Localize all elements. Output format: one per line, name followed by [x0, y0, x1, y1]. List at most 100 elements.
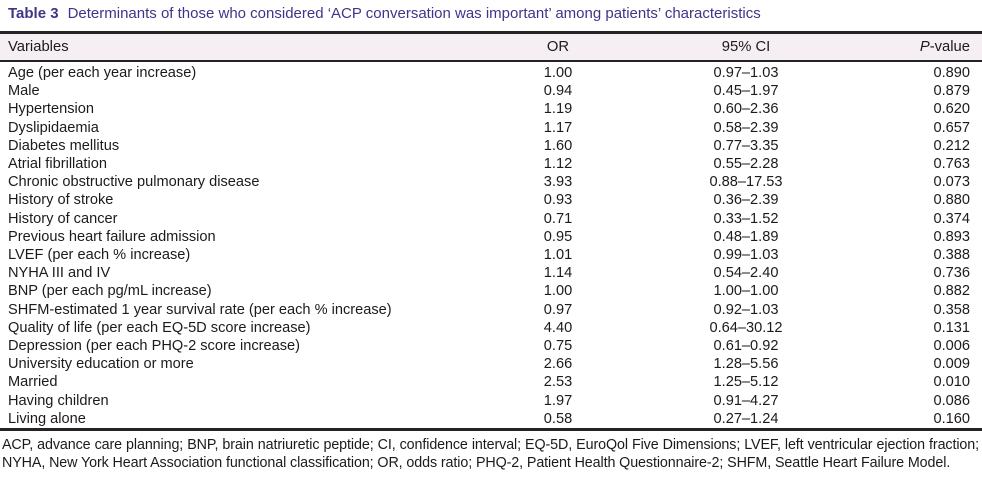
cell-pvalue: 0.736 — [933, 265, 970, 282]
cell-variable: NYHA III and IV — [8, 265, 111, 282]
cell-pvalue: 0.212 — [933, 137, 970, 154]
cell-variable: History of cancer — [8, 210, 118, 227]
cell-ci: 1.00–1.00 — [713, 283, 779, 300]
cell-or: 1.01 — [543, 247, 573, 264]
cell-or: 0.95 — [543, 228, 573, 245]
table-row: Married 2.53 1.25–5.12 0.010 — [0, 373, 982, 391]
cell-ci: 0.92–1.03 — [713, 301, 779, 318]
footnote: ACP, advance care planning; BNP, brain n… — [2, 437, 979, 472]
cell-variable: Atrial fibrillation — [8, 156, 107, 173]
cell-pvalue: 0.880 — [933, 192, 970, 209]
cell-or: 1.00 — [543, 283, 573, 300]
cell-variable: Quality of life (per each EQ-5D score in… — [8, 319, 311, 336]
cell-or: 3.93 — [543, 174, 573, 191]
cell-ci: 0.97–1.03 — [713, 65, 779, 81]
cell-pvalue: 0.009 — [933, 356, 970, 373]
cell-variable: Married — [8, 374, 58, 391]
pvalue-rest: -value — [929, 39, 970, 55]
cell-pvalue: 0.160 — [933, 410, 970, 427]
cell-ci: 0.61–0.92 — [713, 338, 779, 355]
col-header-variables: Variables — [0, 32, 520, 62]
cell-pvalue: 0.358 — [933, 301, 970, 318]
cell-or: 0.75 — [543, 338, 573, 355]
cell-variable: Diabetes mellitus — [8, 137, 120, 154]
table-row: Depression (per each PHQ-2 score increas… — [0, 337, 982, 355]
table-row: LVEF (per each % increase) 1.01 0.99–1.03 0… — [0, 246, 982, 264]
cell-pvalue: 0.620 — [933, 101, 970, 118]
cell-ci: 0.36–2.39 — [713, 192, 779, 209]
cell-pvalue: 0.086 — [933, 392, 970, 409]
cell-variable: Chronic obstructive pulmonary disease — [8, 174, 260, 191]
cell-pvalue: 0.374 — [933, 210, 970, 227]
table-row: SHFM-estimated 1 year survival rate (per… — [0, 301, 982, 319]
table-caption-text: Determinants of those who considered ‘AC… — [67, 5, 761, 22]
cell-ci: 1.25–5.12 — [713, 374, 779, 391]
cell-ci: 0.55–2.28 — [713, 156, 779, 173]
cell-or: 1.97 — [543, 392, 573, 409]
cell-variable: University education or more — [8, 356, 194, 373]
table-row: NYHA III and IV 1.14 0.54–2.40 0.736 — [0, 264, 982, 282]
cell-ci: 0.45–1.97 — [713, 83, 779, 100]
cell-ci: 0.27–1.24 — [713, 410, 779, 427]
cell-variable: Age (per each year increase) — [8, 65, 197, 81]
cell-ci: 0.91–4.27 — [713, 392, 779, 409]
pvalue-italic-p: P — [919, 39, 930, 55]
cell-variable: Depression (per each PHQ-2 score increas… — [8, 338, 300, 355]
table-row: Male 0.94 0.45–1.97 0.879 — [0, 82, 982, 100]
cell-pvalue: 0.657 — [933, 119, 970, 136]
cell-or: 0.58 — [543, 410, 573, 427]
table-row: Age (per each year increase) 1.00 0.97–1.0… — [0, 61, 982, 82]
cell-or: 0.97 — [543, 301, 573, 318]
cell-variable: Male — [8, 83, 40, 100]
col-header-ci: 95% CI — [596, 32, 896, 62]
cell-ci: 0.33–1.52 — [713, 210, 779, 227]
cell-or: 1.12 — [543, 156, 573, 173]
table-row: Dyslipidaemia 1.17 0.58–2.39 0.657 — [0, 119, 982, 137]
table-row: Having children 1.97 0.91–4.27 0.086 — [0, 392, 982, 410]
cell-variable: Dyslipidaemia — [8, 119, 99, 136]
table-row: Chronic obstructive pulmonary disease 3.9… — [0, 173, 982, 191]
cell-variable: BNP (per each pg/mL increase) — [8, 283, 212, 300]
table-row: History of cancer 0.71 0.33–1.52 0.374 — [0, 210, 982, 228]
cell-pvalue: 0.131 — [933, 319, 970, 336]
col-header-pvalue: P-value — [896, 32, 982, 62]
table-row: Previous heart failure admission 0.95 0.48… — [0, 228, 982, 246]
cell-or: 1.19 — [543, 101, 573, 118]
cell-variable: History of stroke — [8, 192, 114, 209]
cell-pvalue: 0.890 — [933, 65, 970, 81]
cell-variable: SHFM-estimated 1 year survival rate (per… — [8, 301, 392, 318]
cell-pvalue: 0.010 — [933, 374, 970, 391]
cell-pvalue: 0.006 — [933, 338, 970, 355]
table-row: Atrial fibrillation 1.12 0.55–2.28 0.763 — [0, 155, 982, 173]
cell-ci: 0.64–30.12 — [709, 319, 783, 336]
cell-ci: 0.77–3.35 — [713, 137, 779, 154]
cell-ci: 0.99–1.03 — [713, 247, 779, 264]
cell-pvalue: 0.893 — [933, 228, 970, 245]
cell-or: 1.60 — [543, 137, 573, 154]
table-caption: Table 3 Determinants of those who conside… — [0, 0, 982, 23]
cell-ci: 0.48–1.89 — [713, 228, 779, 245]
table-row: BNP (per each pg/mL increase) 1.00 1.00–1.… — [0, 282, 982, 300]
table-caption-label: Table 3 — [8, 5, 59, 22]
cell-or: 2.53 — [543, 374, 573, 391]
table-body: Age (per each year increase) 1.00 0.97–1.0… — [0, 61, 982, 430]
table-row: Hypertension 1.19 0.60–2.36 0.620 — [0, 100, 982, 118]
cell-pvalue: 0.763 — [933, 156, 970, 173]
cell-variable: Hypertension — [8, 101, 94, 118]
col-header-or: OR — [520, 32, 596, 62]
cell-variable: Previous heart failure admission — [8, 228, 216, 245]
cell-ci: 0.88–17.53 — [709, 174, 783, 191]
cell-or: 0.93 — [543, 192, 573, 209]
table-row: University education or more 2.66 1.28–5.5… — [0, 355, 982, 373]
cell-or: 0.94 — [543, 83, 573, 100]
table-row: Quality of life (per each EQ-5D score in… — [0, 319, 982, 337]
cell-ci: 0.54–2.40 — [713, 265, 779, 282]
cell-or: 1.17 — [543, 119, 573, 136]
cell-ci: 1.28–5.56 — [713, 356, 779, 373]
results-table: Variables OR 95% CI P-value Age (per eac… — [0, 31, 982, 432]
cell-or: 1.14 — [543, 265, 573, 282]
cell-pvalue: 0.879 — [933, 83, 970, 100]
cell-variable: Having children — [8, 392, 109, 409]
cell-variable: Living alone — [8, 410, 86, 427]
